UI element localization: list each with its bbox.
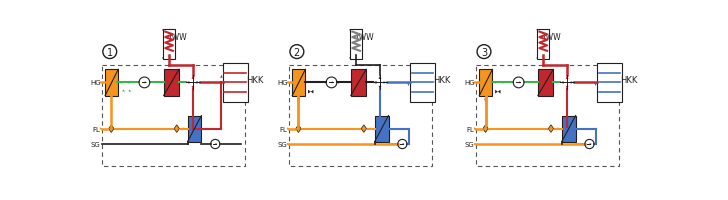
Polygon shape: [297, 99, 300, 102]
Polygon shape: [379, 76, 381, 80]
Polygon shape: [287, 82, 290, 84]
Polygon shape: [100, 128, 103, 130]
Text: TWW: TWW: [355, 33, 374, 42]
Polygon shape: [483, 125, 488, 133]
Polygon shape: [220, 75, 223, 78]
Text: 2: 2: [293, 47, 300, 57]
Bar: [350, 30, 363, 59]
Bar: [163, 30, 175, 59]
Bar: [102, 66, 245, 166]
Polygon shape: [407, 84, 410, 87]
Polygon shape: [384, 82, 387, 84]
Text: HKK: HKK: [620, 75, 638, 84]
Polygon shape: [121, 82, 124, 84]
Text: TWW: TWW: [167, 33, 187, 42]
Bar: [562, 116, 576, 142]
Text: FL: FL: [467, 126, 475, 132]
Text: FL: FL: [280, 126, 288, 132]
Polygon shape: [548, 125, 554, 133]
Polygon shape: [594, 84, 597, 87]
Bar: [538, 70, 553, 96]
Polygon shape: [566, 86, 569, 90]
Polygon shape: [191, 76, 194, 80]
Text: HG: HG: [464, 80, 475, 86]
Bar: [105, 70, 118, 96]
Bar: [223, 64, 248, 102]
Text: SG: SG: [278, 141, 288, 147]
Polygon shape: [571, 82, 574, 84]
Text: TWW: TWW: [542, 33, 561, 42]
Polygon shape: [128, 82, 131, 84]
Polygon shape: [100, 82, 103, 84]
Bar: [375, 116, 389, 142]
Bar: [479, 70, 492, 96]
Polygon shape: [311, 90, 314, 94]
Bar: [188, 116, 202, 142]
Polygon shape: [186, 82, 189, 84]
Text: SG: SG: [465, 141, 475, 147]
Polygon shape: [561, 82, 563, 84]
Text: FL: FL: [92, 126, 100, 132]
Polygon shape: [122, 90, 125, 92]
Polygon shape: [373, 82, 376, 84]
Polygon shape: [379, 86, 381, 90]
Text: HKK: HKK: [433, 75, 451, 84]
Bar: [164, 70, 179, 96]
Polygon shape: [128, 90, 131, 92]
Polygon shape: [495, 82, 498, 84]
Polygon shape: [484, 99, 487, 102]
Polygon shape: [370, 128, 373, 130]
Polygon shape: [332, 82, 334, 84]
Text: 3: 3: [481, 47, 487, 57]
Polygon shape: [296, 125, 301, 133]
Text: HG: HG: [90, 80, 100, 86]
Polygon shape: [361, 125, 367, 133]
Polygon shape: [297, 101, 300, 104]
Polygon shape: [145, 82, 147, 84]
Polygon shape: [484, 101, 487, 104]
Polygon shape: [403, 143, 405, 145]
Polygon shape: [215, 143, 218, 145]
Polygon shape: [474, 143, 477, 146]
Polygon shape: [498, 90, 501, 94]
Bar: [410, 64, 435, 102]
Polygon shape: [308, 90, 311, 94]
Text: SG: SG: [91, 141, 100, 147]
Text: HG: HG: [277, 80, 288, 86]
Bar: [351, 70, 366, 96]
Polygon shape: [566, 76, 569, 80]
Bar: [597, 64, 622, 102]
Polygon shape: [197, 82, 200, 84]
Polygon shape: [174, 125, 179, 133]
Polygon shape: [519, 82, 521, 84]
Polygon shape: [338, 82, 341, 84]
Polygon shape: [590, 143, 592, 145]
Bar: [476, 66, 619, 166]
Bar: [289, 66, 432, 166]
Bar: [537, 30, 550, 59]
Polygon shape: [287, 128, 290, 130]
Polygon shape: [191, 86, 194, 90]
Bar: [292, 70, 305, 96]
Polygon shape: [495, 90, 498, 94]
Polygon shape: [502, 82, 505, 84]
Polygon shape: [474, 128, 477, 130]
Polygon shape: [183, 128, 186, 130]
Polygon shape: [287, 143, 290, 146]
Polygon shape: [110, 101, 113, 104]
Polygon shape: [557, 128, 561, 130]
Polygon shape: [108, 125, 114, 133]
Text: HKK: HKK: [246, 75, 264, 84]
Text: 1: 1: [107, 47, 113, 57]
Polygon shape: [474, 82, 477, 84]
